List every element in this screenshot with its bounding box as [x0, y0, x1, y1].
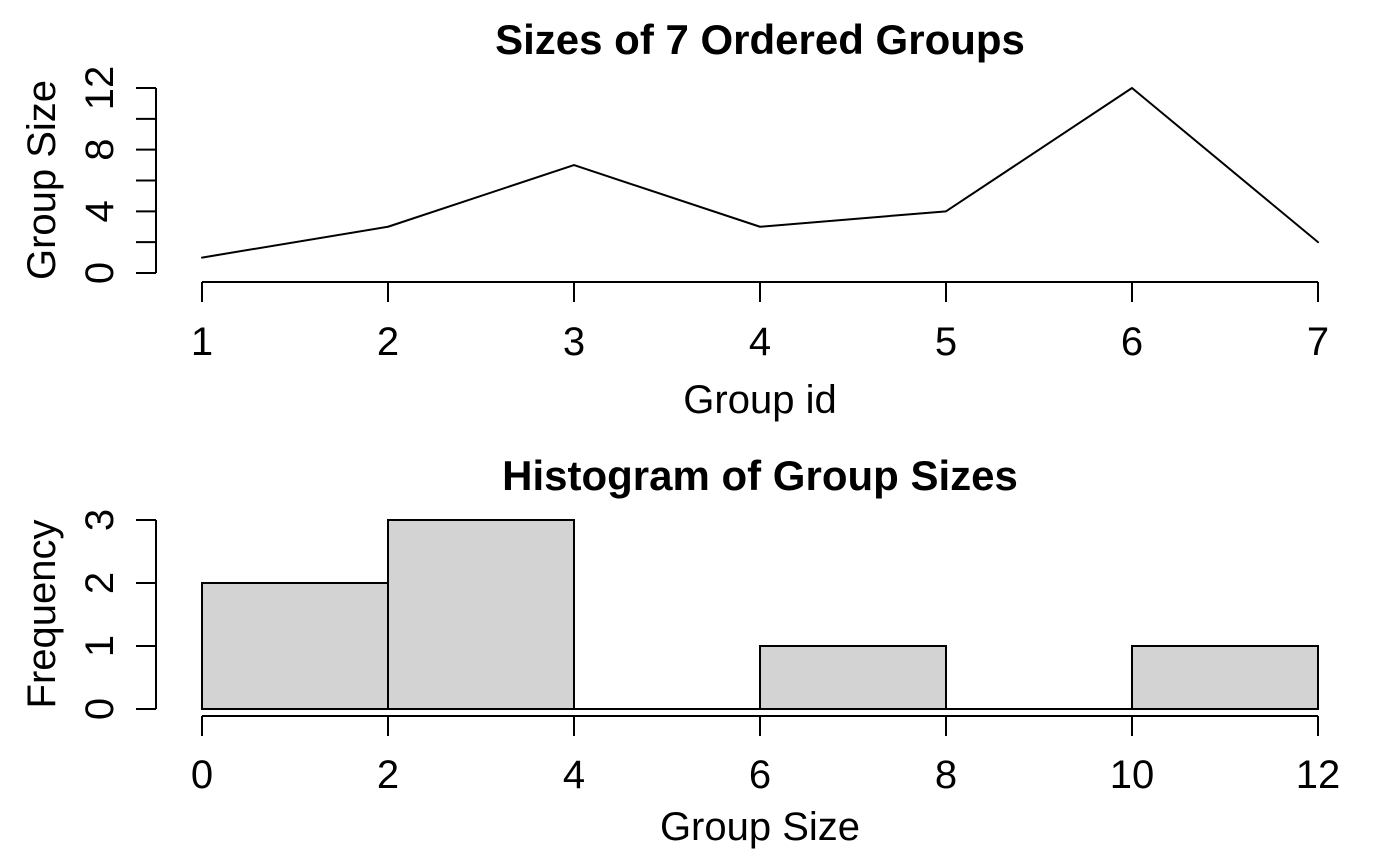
x-tick-label: 12	[1296, 753, 1341, 797]
group-size-line-series	[201, 87, 1319, 259]
x-tick-label: 8	[935, 753, 957, 797]
y-tick-label: 0	[78, 262, 122, 284]
x-tick-label: 0	[191, 753, 213, 797]
histogram-y-axis-title: Frequency	[20, 520, 64, 709]
histogram-bar	[387, 519, 575, 710]
y-tick-label: 1	[78, 635, 122, 657]
y-tick-label: 4	[78, 200, 122, 222]
x-tick-label: 1	[191, 320, 213, 364]
x-tick-label: 3	[563, 320, 585, 364]
x-tick-label: 7	[1307, 320, 1329, 364]
y-tick-label: 12	[78, 66, 122, 111]
y-tick-label: 0	[78, 698, 122, 720]
line-chart-title: Sizes of 7 Ordered Groups	[495, 16, 1025, 63]
line-chart-x-axis-title: Group id	[683, 378, 836, 422]
x-tick-label: 6	[1121, 320, 1143, 364]
x-tick-label: 4	[749, 320, 771, 364]
x-tick-label: 2	[377, 753, 399, 797]
line-chart-y-axis-title: Group Size	[20, 80, 64, 280]
y-tick-label: 8	[78, 139, 122, 161]
x-tick-label: 4	[563, 753, 585, 797]
x-tick-label: 10	[1110, 753, 1155, 797]
x-tick-label: 6	[749, 753, 771, 797]
y-tick-label: 3	[78, 509, 122, 531]
histogram-x-axis-title: Group Size	[660, 805, 860, 849]
histogram-bar	[759, 645, 947, 710]
histogram-figure: 0 1 2 3 0 2 4 6 8 10 12 Histogram of Group Sizes G…	[0, 433, 1400, 866]
histogram-title: Histogram of Group Sizes	[502, 452, 1018, 499]
x-tick-label: 5	[935, 320, 957, 364]
x-tick-label: 2	[377, 320, 399, 364]
histogram-bar	[201, 582, 389, 710]
y-tick-label: 2	[78, 572, 122, 594]
line-chart-figure: 0 4 8 12 1 2 3 4 5 6 7 Sizes of 7 Ordered Groups G…	[20, 16, 1329, 422]
histogram-bar	[1131, 645, 1319, 710]
